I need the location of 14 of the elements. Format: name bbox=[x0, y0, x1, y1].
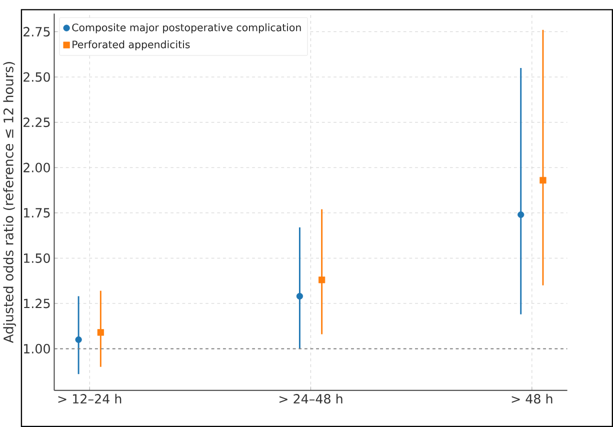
legend-label: Composite major postoperative complication bbox=[72, 23, 301, 34]
y-tick-label: 2.00 bbox=[24, 162, 50, 172]
y-tick-label: 2.75 bbox=[24, 26, 50, 37]
x-tick-label: > 48 h bbox=[512, 394, 552, 404]
legend-label: Perforated appendicitis bbox=[72, 40, 190, 50]
x-tick-label: > 24–48 h bbox=[279, 394, 342, 404]
y-tick-label: 1.50 bbox=[24, 253, 50, 263]
x-tick-label: > 12–24 h bbox=[58, 394, 122, 404]
y-tick-label: 2.25 bbox=[24, 118, 50, 128]
y-tick-label: 2.50 bbox=[24, 72, 50, 82]
y-tick-label: 1.75 bbox=[24, 208, 50, 218]
y-tick-label: 1.00 bbox=[24, 344, 50, 354]
y-axis-title: Adjusted odds ratio (reference ≤ 12 hours) bbox=[3, 62, 16, 343]
y-tick-label: 1.25 bbox=[24, 298, 50, 308]
